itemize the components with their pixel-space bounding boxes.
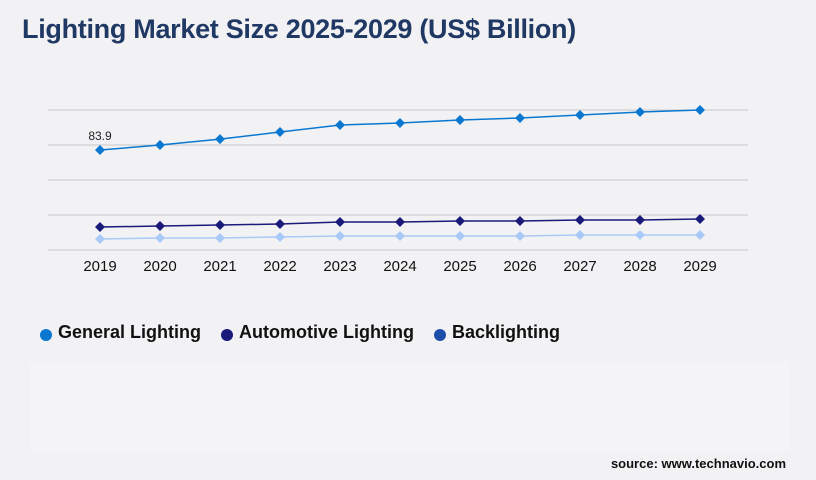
data-point: [575, 110, 585, 121]
legend-item: Automotive Lighting: [221, 322, 414, 343]
data-point: [455, 115, 465, 126]
chart-title: Lighting Market Size 2025-2029 (US$ Bill…: [22, 14, 576, 44]
x-tick-label: 2019: [83, 258, 116, 275]
data-point: [215, 232, 225, 243]
x-tick-label: 2029: [683, 258, 716, 275]
source-note: source: www.technavio.com: [610, 456, 786, 471]
legend-marker-icon: [434, 328, 446, 341]
legend-label: General Lighting: [58, 322, 202, 342]
data-point: [155, 221, 165, 232]
legend-item: Backlighting: [434, 322, 560, 343]
data-point: [95, 222, 105, 233]
legend-item: General Lighting: [40, 322, 201, 343]
x-tick-label: 2028: [623, 258, 656, 275]
data-point: [635, 214, 645, 225]
data-point: [215, 134, 225, 145]
data-point: [95, 234, 105, 245]
data-point: [575, 229, 585, 240]
data-point: [635, 107, 645, 118]
data-point: [395, 217, 405, 227]
data-point: [575, 214, 585, 225]
x-tick-label: 2025: [443, 258, 476, 275]
x-tick-label: 2027: [563, 258, 596, 275]
data-point: [215, 219, 225, 230]
x-tick-label: 2023: [323, 258, 356, 275]
data-point: [635, 229, 645, 240]
legend: General Lighting Automotive Lighting Backl…: [40, 322, 560, 343]
x-tick-label: 2022: [263, 258, 296, 275]
data-point: [695, 214, 705, 225]
data-point: [515, 112, 525, 123]
data-point: [695, 229, 705, 240]
x-tick-label: 2020: [143, 258, 176, 275]
data-label: 83.9: [88, 129, 112, 143]
data-point: [275, 232, 285, 243]
data-point: [275, 219, 285, 230]
data-point: [335, 231, 345, 242]
data-point: [155, 140, 165, 151]
data-point: [515, 231, 525, 242]
data-point: [275, 127, 285, 138]
legend-label: Backlighting: [452, 322, 561, 342]
data-point: [95, 145, 105, 156]
legend-marker-icon: [221, 328, 234, 341]
data-point: [335, 120, 345, 131]
data-point: [395, 231, 405, 242]
background-panel: [30, 362, 790, 452]
series-line-0: [99, 109, 701, 151]
x-tick-label: 2026: [503, 258, 536, 275]
data-point: [695, 105, 705, 115]
data-point: [395, 117, 405, 128]
data-point: [515, 216, 525, 227]
data-point: [155, 232, 165, 243]
data-point: [455, 216, 465, 227]
data-point: [335, 217, 345, 227]
legend-marker-icon: [40, 328, 52, 341]
data-point: [455, 231, 465, 242]
legend-label: Automotive Lighting: [239, 322, 414, 342]
x-tick-label: 2021: [203, 258, 236, 275]
x-tick-label: 2024: [383, 258, 416, 275]
